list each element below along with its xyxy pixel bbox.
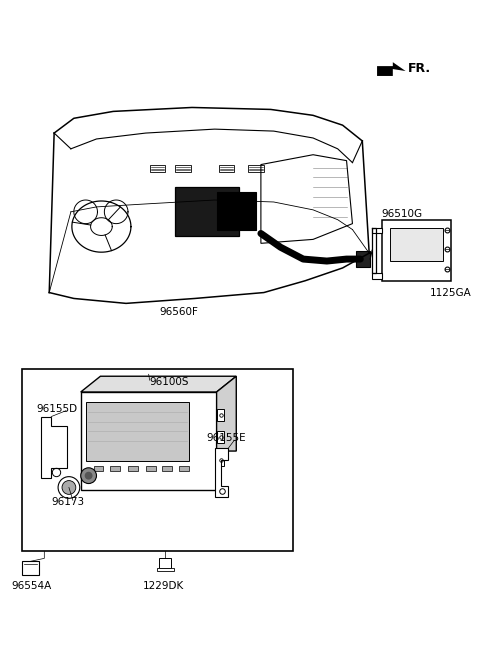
Bar	[22, 369, 293, 552]
Text: 96155D: 96155D	[36, 403, 78, 414]
Text: 96510G: 96510G	[381, 209, 422, 219]
Text: 1125GA: 1125GA	[430, 288, 472, 297]
Polygon shape	[81, 376, 236, 392]
Bar	[216, 432, 225, 443]
Text: 96554A: 96554A	[12, 581, 52, 591]
Circle shape	[81, 468, 96, 483]
Text: 96100S: 96100S	[150, 377, 189, 387]
Polygon shape	[215, 448, 228, 497]
Bar	[216, 454, 225, 466]
Bar	[156, 568, 174, 571]
Bar	[390, 227, 443, 261]
Bar	[94, 466, 103, 471]
Circle shape	[84, 472, 93, 479]
Bar	[175, 164, 191, 172]
Bar	[85, 402, 189, 461]
Circle shape	[58, 477, 80, 498]
Bar	[382, 219, 451, 281]
Bar	[356, 252, 370, 267]
Bar	[218, 164, 234, 172]
Bar	[162, 466, 172, 471]
Bar	[372, 273, 382, 279]
Polygon shape	[41, 417, 67, 477]
Text: FR.: FR.	[408, 62, 431, 75]
Bar	[81, 392, 216, 491]
Bar	[146, 466, 156, 471]
Bar	[216, 409, 225, 421]
Polygon shape	[377, 62, 406, 76]
Bar	[372, 227, 382, 233]
Text: 96173: 96173	[51, 497, 84, 507]
Bar	[150, 164, 166, 172]
Bar	[159, 558, 171, 568]
Text: 96560F: 96560F	[159, 307, 198, 317]
Bar	[216, 192, 256, 229]
Text: 1229DK: 1229DK	[143, 581, 184, 591]
Circle shape	[62, 481, 76, 495]
Polygon shape	[216, 376, 236, 451]
Bar	[179, 466, 189, 471]
Bar	[248, 164, 264, 172]
Bar	[175, 187, 239, 236]
Bar	[110, 466, 120, 471]
Bar	[128, 466, 138, 471]
Bar	[22, 561, 39, 575]
Text: 96155E: 96155E	[207, 433, 246, 443]
